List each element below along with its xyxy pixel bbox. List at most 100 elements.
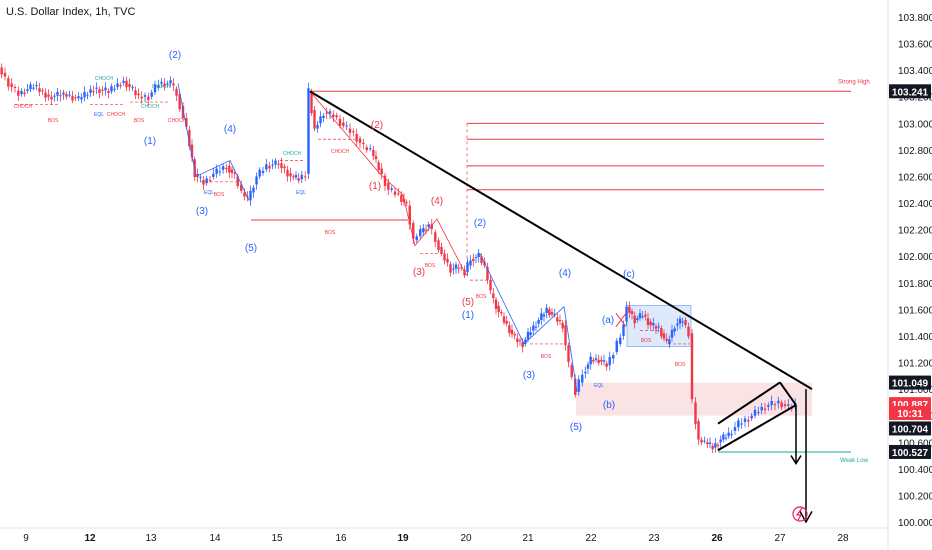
candle-body	[567, 345, 570, 362]
candle-body	[240, 184, 243, 191]
candle-body	[574, 378, 577, 395]
y-tick-label: 101.400	[898, 332, 932, 343]
candle-body	[780, 402, 783, 408]
candle-body	[225, 167, 228, 170]
candle-body	[733, 427, 737, 431]
wave-label: (4)	[559, 268, 571, 279]
candle-body	[86, 94, 89, 96]
candle-body	[280, 163, 283, 169]
price-tag: 100.704	[892, 424, 929, 435]
candle-body	[449, 264, 452, 273]
structure-label: BOS	[476, 294, 487, 300]
candle-body	[56, 91, 59, 96]
candle-body	[29, 84, 32, 90]
structure-label: BOS	[134, 118, 145, 124]
y-tick-label: 101.600	[898, 305, 932, 316]
candle-body	[50, 96, 53, 100]
candle-body	[657, 326, 660, 328]
candle-body	[390, 188, 393, 190]
wave-label: (3)	[196, 206, 208, 217]
candle-body	[540, 313, 543, 320]
arrow-head	[799, 510, 813, 524]
candle-body	[310, 91, 313, 114]
structure-label: BOS	[214, 192, 225, 198]
candle-body	[443, 253, 446, 261]
candle-body	[47, 94, 50, 97]
structure-label: CHOCH	[14, 104, 33, 110]
candle-body	[602, 360, 606, 362]
wave-label: (5)	[570, 422, 582, 433]
candle-body	[387, 182, 390, 190]
candle-body	[17, 90, 20, 96]
arrow-head	[790, 455, 802, 465]
candle-body	[724, 437, 728, 439]
candle-body	[243, 192, 246, 197]
candle-body	[98, 89, 101, 94]
candle-body	[74, 97, 77, 99]
price-tag: 101.049	[892, 379, 929, 390]
strong-high-label: Strong High	[838, 79, 870, 85]
candle-body	[163, 83, 166, 87]
candle-body	[313, 110, 316, 129]
price-tag-bg	[889, 444, 931, 459]
candle-body	[185, 118, 188, 127]
candle-body	[89, 89, 92, 94]
candle-body	[783, 404, 787, 406]
candle-body	[706, 442, 709, 445]
candle-body	[480, 256, 483, 264]
candle-body	[405, 202, 408, 204]
candle-body	[294, 175, 298, 178]
candle-body	[537, 320, 540, 324]
candle-body	[252, 187, 255, 193]
structure-label: BOS	[325, 230, 336, 236]
candle-body	[584, 371, 587, 374]
candle-body	[619, 337, 622, 344]
candle-body	[166, 83, 169, 85]
candle-body	[228, 165, 231, 173]
candle-body	[68, 94, 71, 96]
candle-body	[65, 94, 68, 97]
candle-body	[0, 67, 3, 75]
wedge-lower-line	[717, 404, 797, 452]
price-tag: 100.527	[892, 448, 929, 459]
candle-body	[338, 118, 342, 126]
candle-body	[753, 409, 757, 416]
candle-body	[500, 312, 503, 314]
candle-body	[59, 95, 62, 97]
y-tick-label: 100.000	[898, 518, 932, 529]
candle-body	[181, 106, 185, 118]
candle-body	[697, 421, 700, 440]
candle-body	[208, 180, 212, 182]
candle-body	[380, 168, 383, 174]
candle-body	[147, 96, 150, 100]
candle-body	[553, 314, 556, 316]
candle-body	[408, 205, 411, 225]
price-tag: 10:31	[897, 409, 923, 420]
descending-trendline	[309, 90, 813, 390]
structure-label: CHOCH	[283, 151, 302, 157]
candle-body	[708, 442, 712, 445]
candle-body	[230, 169, 234, 173]
candle-body	[564, 325, 567, 346]
candle-body	[644, 314, 647, 317]
candle-body	[492, 293, 495, 299]
candle-body	[597, 359, 600, 364]
candle-body	[62, 92, 65, 95]
x-tick-label: 9	[23, 533, 29, 544]
y-tick-label: 103.800	[898, 13, 932, 24]
candle-body	[277, 163, 280, 165]
candle-body	[711, 445, 714, 450]
candle-body	[646, 318, 650, 325]
candle-body	[662, 333, 666, 339]
y-tick-label: 101.000	[898, 385, 932, 396]
candle-body	[700, 439, 703, 443]
candle-body	[283, 166, 286, 169]
wave-label: (5)	[245, 243, 257, 254]
candle-body	[199, 176, 202, 178]
candle-body	[44, 92, 47, 98]
candle-body	[342, 122, 345, 126]
candle-body	[615, 340, 618, 352]
candle-body	[218, 171, 222, 173]
candle-body	[271, 164, 274, 166]
price-tag-bg	[889, 406, 931, 421]
